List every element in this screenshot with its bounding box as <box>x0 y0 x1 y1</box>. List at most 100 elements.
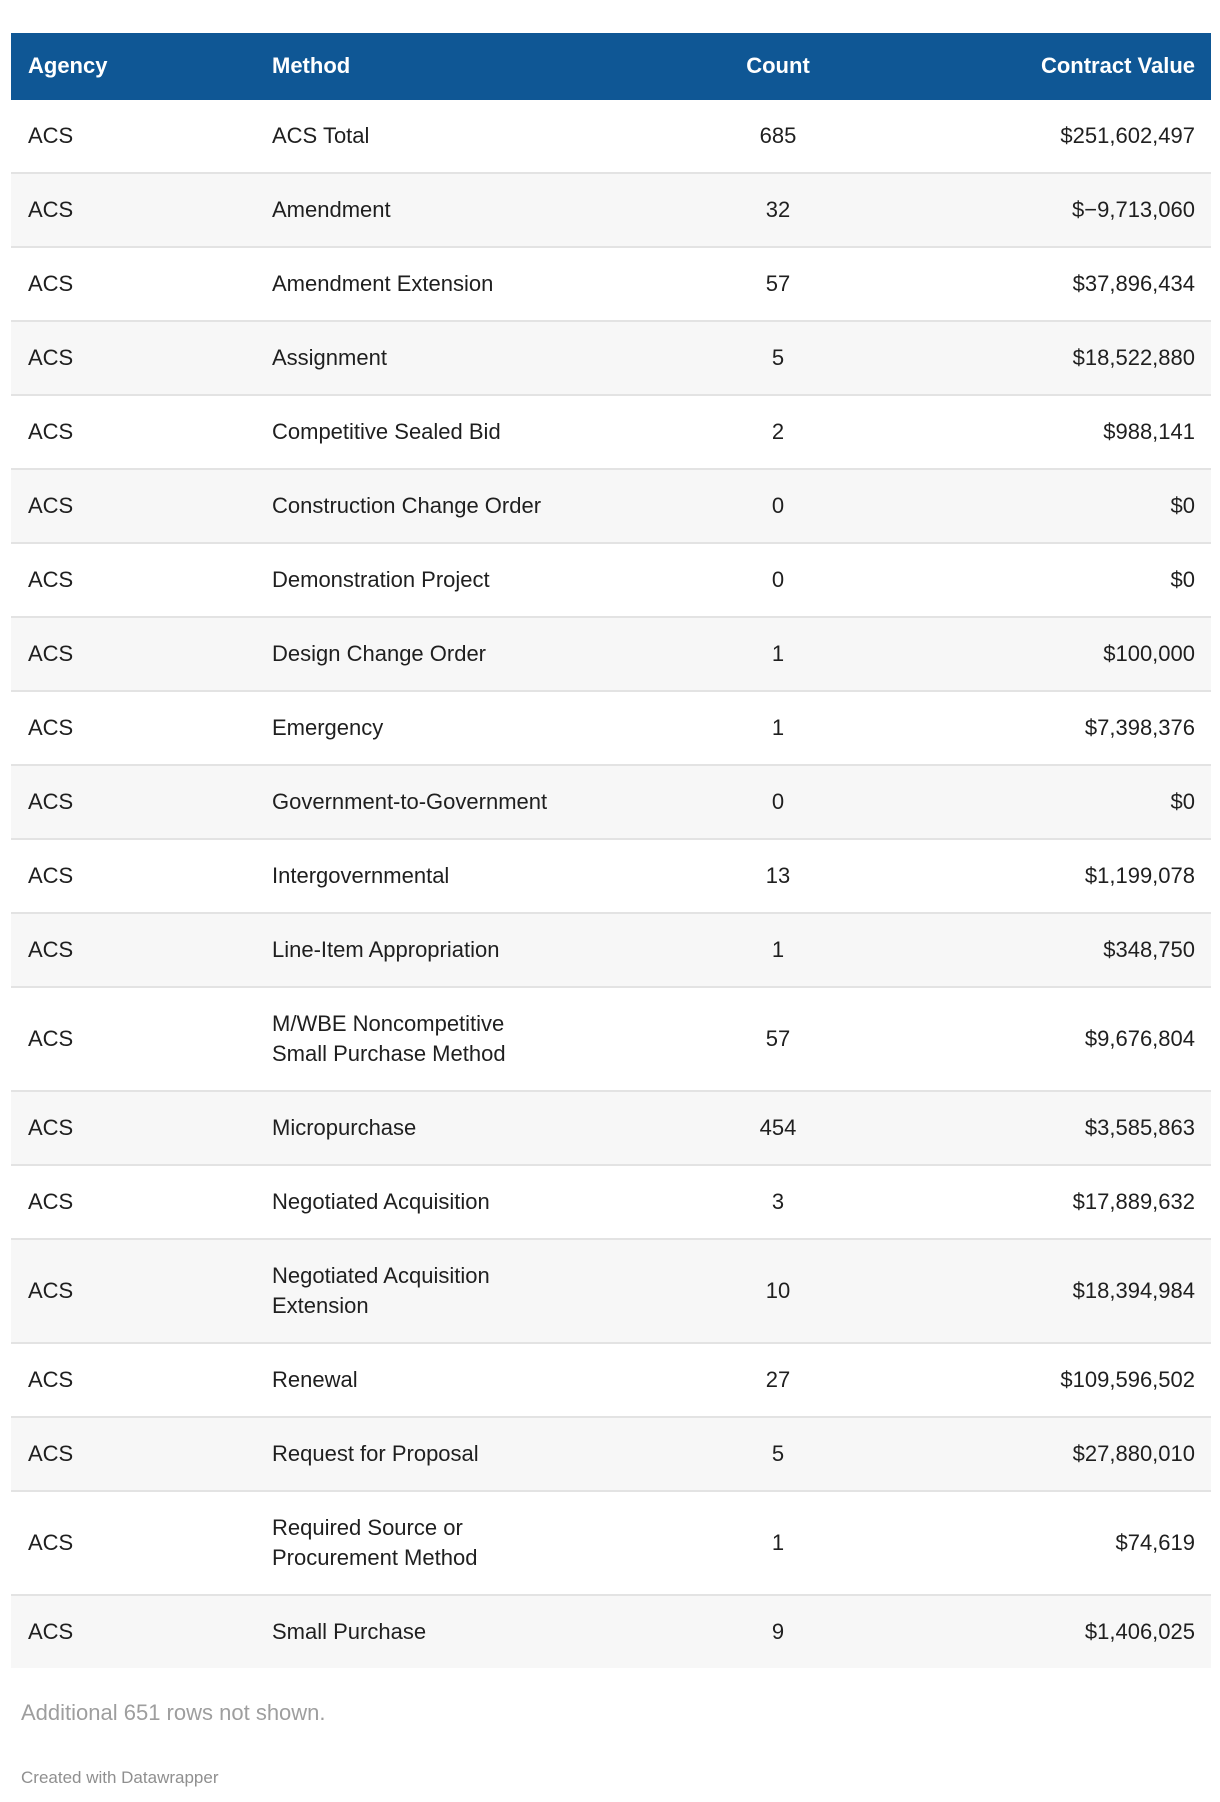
agency-cell: ACS <box>11 320 256 395</box>
contract-value-cell: $−9,713,060 <box>900 172 1211 247</box>
count-cell: 1 <box>656 616 900 691</box>
agency-cell: ACS <box>11 690 256 765</box>
agency-cell: ACS <box>11 542 256 617</box>
method-cell: Emergency <box>256 690 656 765</box>
method-cell: Amendment <box>256 172 656 247</box>
contract-value-cell: $0 <box>900 542 1211 617</box>
contract-value-cell: $18,394,984 <box>900 1238 1211 1343</box>
count-cell: 5 <box>656 320 900 395</box>
agency-cell: ACS <box>11 1490 256 1595</box>
contracts-table: Agency Method Count Contract Value ACS A… <box>11 33 1211 1668</box>
count-cell: 27 <box>656 1342 900 1417</box>
contract-value-cell: $1,199,078 <box>900 838 1211 913</box>
count-cell: 2 <box>656 394 900 469</box>
count-cell: 685 <box>656 100 900 173</box>
method-cell: Intergovernmental <box>256 838 656 913</box>
contract-value-cell: $109,596,502 <box>900 1342 1211 1417</box>
count-cell: 57 <box>656 986 900 1091</box>
agency-cell: ACS <box>11 1164 256 1239</box>
count-cell: 9 <box>656 1594 900 1668</box>
table-row: ACS ACS Total 685 $251,602,497 <box>11 100 1211 173</box>
method-cell: Demonstration Project <box>256 542 656 617</box>
method-cell: Request for Proposal <box>256 1416 656 1491</box>
agency-cell: ACS <box>11 1594 256 1668</box>
count-cell: 1 <box>656 912 900 987</box>
method-cell: Amendment Extension <box>256 246 656 321</box>
table-row: ACS Design Change Order 1 $100,000 <box>11 616 1211 691</box>
table-row: ACS Small Purchase 9 $1,406,025 <box>11 1594 1211 1668</box>
contract-value-cell: $0 <box>900 764 1211 839</box>
agency-cell: ACS <box>11 616 256 691</box>
contract-value-cell: $251,602,497 <box>900 100 1211 173</box>
contract-value-cell: $17,889,632 <box>900 1164 1211 1239</box>
count-cell: 5 <box>656 1416 900 1491</box>
count-cell: 13 <box>656 838 900 913</box>
count-cell: 0 <box>656 468 900 543</box>
agency-cell: ACS <box>11 100 256 173</box>
agency-cell: ACS <box>11 986 256 1091</box>
rows-not-shown-note: Additional 651 rows not shown. <box>21 1700 326 1725</box>
method-cell: M/WBE Noncompetitive Small Purchase Meth… <box>256 986 656 1091</box>
datawrapper-attribution-link[interactable]: Created with Datawrapper <box>21 1768 219 1787</box>
method-cell: Government-to-Government <box>256 764 656 839</box>
agency-cell: ACS <box>11 394 256 469</box>
contract-value-cell: $27,880,010 <box>900 1416 1211 1491</box>
column-header-count: Count <box>656 33 900 100</box>
table-row: ACS Assignment 5 $18,522,880 <box>11 320 1211 395</box>
table-row: ACS Request for Proposal 5 $27,880,010 <box>11 1416 1211 1491</box>
count-cell: 1 <box>656 690 900 765</box>
count-cell: 0 <box>656 764 900 839</box>
table-row: ACS Amendment 32 $−9,713,060 <box>11 172 1211 247</box>
contract-value-cell: $74,619 <box>900 1490 1211 1595</box>
method-cell: Negotiated Acquisition <box>256 1164 656 1239</box>
agency-cell: ACS <box>11 468 256 543</box>
method-cell: Required Source or Procurement Method <box>256 1490 656 1595</box>
agency-cell: ACS <box>11 172 256 247</box>
table-body: ACS ACS Total 685 $251,602,497 ACS Amend… <box>11 100 1211 1668</box>
contract-value-cell: $0 <box>900 468 1211 543</box>
agency-cell: ACS <box>11 912 256 987</box>
column-header-method: Method <box>256 33 656 100</box>
table-row: ACS Demonstration Project 0 $0 <box>11 542 1211 617</box>
column-header-contract-value: Contract Value <box>900 33 1211 100</box>
table-row: ACS Government-to-Government 0 $0 <box>11 764 1211 839</box>
count-cell: 1 <box>656 1490 900 1595</box>
table-row: ACS Competitive Sealed Bid 2 $988,141 <box>11 394 1211 469</box>
method-cell: Micropurchase <box>256 1090 656 1165</box>
table-row: ACS Emergency 1 $7,398,376 <box>11 690 1211 765</box>
table-row: ACS Amendment Extension 57 $37,896,434 <box>11 246 1211 321</box>
method-cell: Assignment <box>256 320 656 395</box>
method-cell: Renewal <box>256 1342 656 1417</box>
column-header-agency: Agency <box>11 33 256 100</box>
table-header: Agency Method Count Contract Value <box>11 33 1211 100</box>
table-row: ACS Line-Item Appropriation 1 $348,750 <box>11 912 1211 987</box>
contract-value-cell: $7,398,376 <box>900 690 1211 765</box>
contract-value-cell: $1,406,025 <box>900 1594 1211 1668</box>
contract-value-cell: $988,141 <box>900 394 1211 469</box>
count-cell: 57 <box>656 246 900 321</box>
method-cell: ACS Total <box>256 100 656 173</box>
count-cell: 454 <box>656 1090 900 1165</box>
count-cell: 3 <box>656 1164 900 1239</box>
contract-value-cell: $348,750 <box>900 912 1211 987</box>
contract-value-cell: $100,000 <box>900 616 1211 691</box>
method-cell: Competitive Sealed Bid <box>256 394 656 469</box>
agency-cell: ACS <box>11 1238 256 1343</box>
method-cell: Small Purchase <box>256 1594 656 1668</box>
method-cell: Negotiated Acquisition Extension <box>256 1238 656 1343</box>
count-cell: 32 <box>656 172 900 247</box>
contract-value-cell: $9,676,804 <box>900 986 1211 1091</box>
table-row: ACS Negotiated Acquisition Extension 10 … <box>11 1238 1211 1343</box>
table-row: ACS Construction Change Order 0 $0 <box>11 468 1211 543</box>
table-row: ACS Negotiated Acquisition 3 $17,889,632 <box>11 1164 1211 1239</box>
table-row: ACS Intergovernmental 13 $1,199,078 <box>11 838 1211 913</box>
agency-cell: ACS <box>11 1342 256 1417</box>
count-cell: 0 <box>656 542 900 617</box>
agency-cell: ACS <box>11 764 256 839</box>
method-cell: Line-Item Appropriation <box>256 912 656 987</box>
table-row: ACS M/WBE Noncompetitive Small Purchase … <box>11 986 1211 1091</box>
table-row: ACS Required Source or Procurement Metho… <box>11 1490 1211 1595</box>
contract-value-cell: $18,522,880 <box>900 320 1211 395</box>
table-row: ACS Micropurchase 454 $3,585,863 <box>11 1090 1211 1165</box>
